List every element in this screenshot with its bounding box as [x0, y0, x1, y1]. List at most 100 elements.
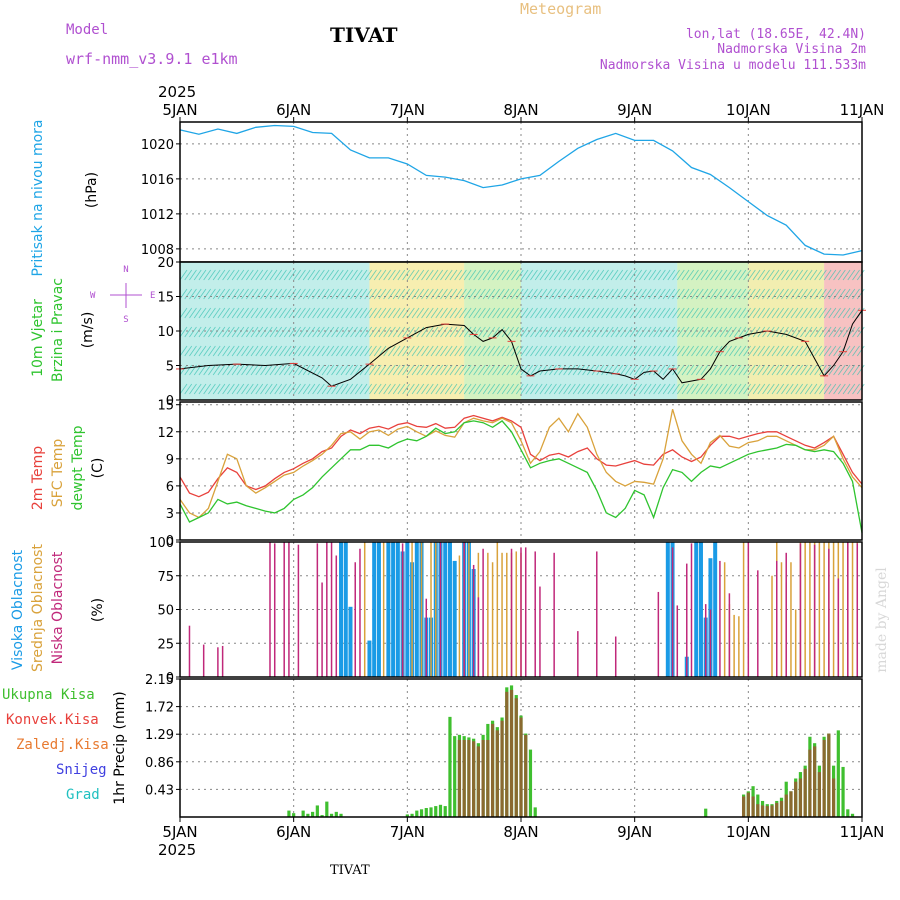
- wind-barb: [833, 326, 841, 338]
- wind-barb: [430, 383, 439, 395]
- wind-barb: [487, 269, 496, 281]
- wind-barb: [776, 288, 785, 300]
- wind-barb: [681, 326, 690, 338]
- wind-barb: [288, 288, 297, 300]
- wind-barb: [634, 288, 642, 300]
- wind-barb: [425, 345, 434, 357]
- wind-barb: [752, 307, 761, 319]
- wind-barb: [748, 345, 756, 357]
- wind-barb: [312, 345, 320, 357]
- wind-barb: [681, 307, 690, 319]
- wind-barb: [530, 383, 538, 395]
- bar: [482, 548, 484, 677]
- bar: [405, 814, 409, 817]
- wind-barb: [511, 326, 519, 338]
- wind-barb: [302, 307, 311, 319]
- wind-barb: [279, 269, 287, 281]
- wind-barb: [298, 307, 306, 319]
- wind-barb: [354, 307, 363, 319]
- wind-barb: [620, 269, 628, 281]
- wind-barb: [814, 345, 822, 357]
- wind-barb: [298, 288, 306, 300]
- wind-barb: [733, 326, 742, 338]
- wind-barb: [705, 326, 714, 338]
- wind-barb: [378, 269, 387, 281]
- wind-barb: [549, 383, 557, 395]
- bar: [443, 542, 448, 677]
- wind-barb: [804, 288, 813, 300]
- wind-barb: [563, 269, 571, 281]
- wind-barb: [544, 345, 553, 357]
- bar: [856, 543, 859, 677]
- bar: [425, 598, 428, 677]
- bar: [363, 542, 366, 677]
- wind-barb: [804, 364, 813, 376]
- wind-barb: [785, 269, 794, 281]
- wind-barb: [184, 326, 193, 338]
- wind-barb: [804, 269, 813, 281]
- bar: [515, 551, 518, 677]
- wind-barb: [705, 345, 714, 357]
- wind-barb: [790, 269, 799, 281]
- wind-barb: [468, 383, 477, 395]
- wind-barb: [795, 364, 804, 376]
- wind-barb: [710, 345, 718, 357]
- wind-barb: [283, 288, 292, 300]
- wind-barb: [288, 307, 297, 319]
- wind-barb: [383, 326, 391, 338]
- wind-barb: [819, 364, 827, 376]
- wind-barb: [298, 326, 306, 338]
- wind-barb: [539, 383, 548, 395]
- wind-barb: [444, 288, 453, 300]
- wind-barb: [212, 307, 221, 319]
- wind-barb: [359, 383, 368, 395]
- wind-barb: [653, 383, 661, 395]
- bar: [813, 544, 816, 677]
- wind-barb: [781, 345, 789, 357]
- wind-barb: [463, 326, 472, 338]
- wind-barb: [643, 383, 652, 395]
- wind-barb: [459, 307, 467, 319]
- wind-barb: [454, 326, 463, 338]
- wind-barb: [842, 383, 851, 395]
- wind-barb: [530, 345, 538, 357]
- wind-barb: [407, 288, 415, 300]
- wind-barb: [591, 326, 600, 338]
- wind-barb: [496, 307, 505, 319]
- wind-barb: [582, 383, 590, 395]
- wind-barb: [189, 326, 197, 338]
- wind-barb: [331, 269, 339, 281]
- wind-barb: [814, 288, 822, 300]
- wind-barb: [212, 269, 221, 281]
- wind-barb: [520, 383, 529, 395]
- wind-barb: [672, 307, 680, 319]
- wind-barb: [407, 269, 415, 281]
- wind-barb: [506, 345, 515, 357]
- wind-barb: [828, 383, 837, 395]
- wind-barb: [407, 383, 415, 395]
- wind-barb: [492, 307, 500, 319]
- wind-barb: [236, 288, 245, 300]
- wind-barb: [724, 269, 732, 281]
- wind-unit: (m/s): [80, 312, 96, 349]
- bar: [719, 560, 721, 677]
- wind-barb: [785, 383, 794, 395]
- wind-barb: [624, 326, 633, 338]
- wind-band: [677, 262, 749, 400]
- wind-barb: [449, 364, 458, 376]
- wind-barb: [189, 345, 197, 357]
- wind-barb: [250, 364, 259, 376]
- wind-barb: [184, 288, 193, 300]
- wind-barb: [700, 288, 709, 300]
- wind-barb: [681, 383, 690, 395]
- wind-barb: [340, 326, 349, 338]
- wind-barb: [577, 345, 586, 357]
- wind-barb: [241, 288, 249, 300]
- bar: [723, 562, 726, 677]
- wind-barb: [582, 307, 590, 319]
- wind-barb: [752, 288, 761, 300]
- wind-barb: [293, 326, 301, 338]
- wind-barb: [686, 269, 695, 281]
- year-top: 2025: [158, 83, 196, 101]
- wind-barb: [553, 288, 562, 300]
